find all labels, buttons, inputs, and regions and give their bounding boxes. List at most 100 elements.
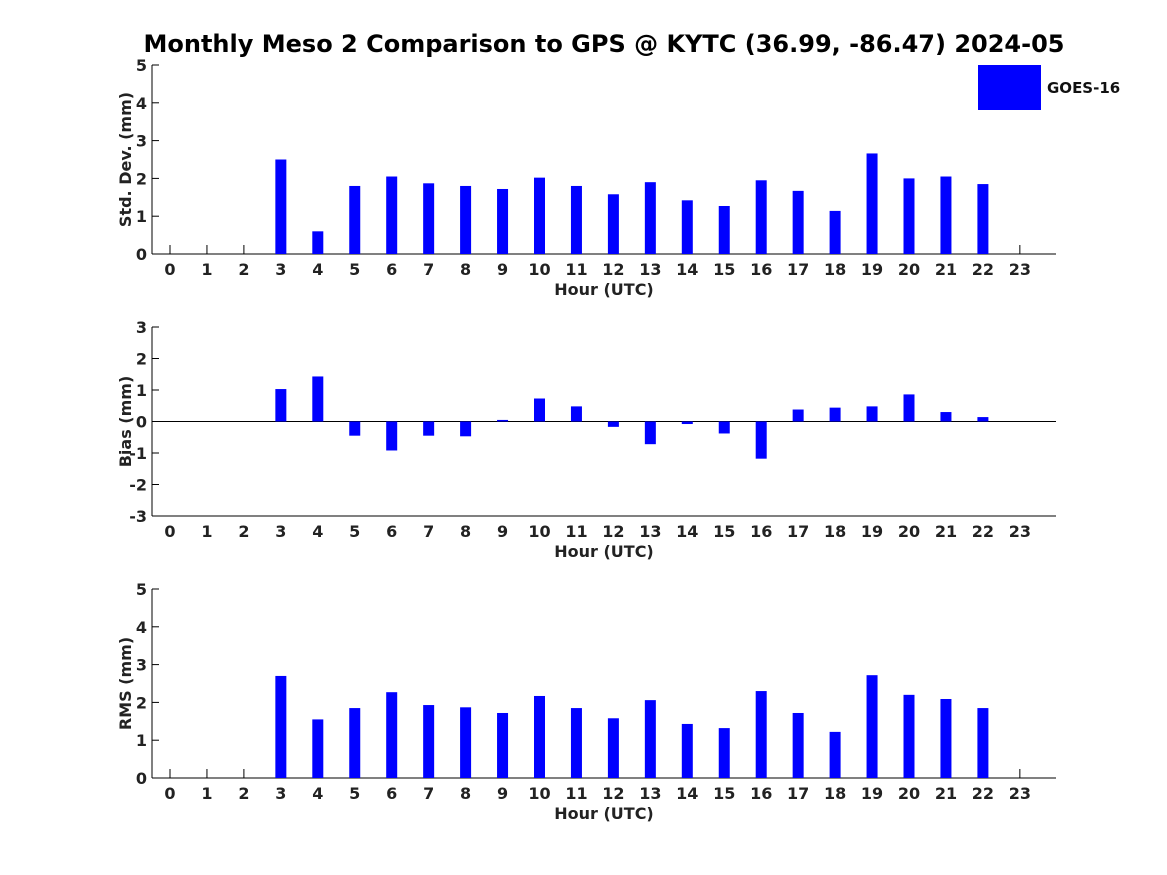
y-tick-label: 4 [136, 94, 147, 113]
bar-hour-22 [977, 708, 989, 778]
bar-hour-16 [755, 421, 767, 459]
x-tick-label: 22 [972, 260, 994, 279]
x-tick-label: 13 [639, 784, 661, 803]
x-tick-label: 1 [201, 522, 212, 541]
bar-hour-12 [607, 421, 619, 427]
bar-hour-13 [644, 700, 656, 778]
legend: GOES-16 [978, 65, 1120, 110]
x-tick-label: 17 [787, 784, 809, 803]
x-tick-label: 20 [898, 784, 920, 803]
bar-hour-18 [829, 407, 841, 422]
bar-hour-21 [940, 412, 952, 422]
bar-hour-17 [792, 409, 804, 422]
y-tick-label: 0 [136, 245, 147, 264]
bar-hour-18 [829, 210, 841, 254]
bar-hour-6 [386, 692, 398, 778]
bar-hour-11 [570, 708, 582, 778]
x-tick-label: 7 [423, 784, 434, 803]
x-tick-label: 19 [861, 260, 883, 279]
bar-hour-11 [570, 406, 582, 422]
x-tick-label: 0 [164, 522, 175, 541]
x-tick-label: 2 [238, 260, 249, 279]
x-tick-label: 5 [349, 260, 360, 279]
bar-hour-20 [903, 694, 915, 778]
x-tick-label: 5 [349, 522, 360, 541]
x-tick-label: 9 [497, 784, 508, 803]
x-tick-label: 0 [164, 260, 175, 279]
x-tick-label: 4 [312, 784, 323, 803]
x-axis-label: Hour (UTC) [554, 542, 654, 561]
x-tick-label: 10 [528, 784, 550, 803]
x-tick-label: 6 [386, 784, 397, 803]
y-tick-label: 0 [136, 769, 147, 788]
bar-hour-13 [644, 421, 656, 445]
bar-hour-19 [866, 675, 878, 778]
x-tick-label: 11 [565, 784, 587, 803]
bar-hour-19 [866, 406, 878, 422]
bar-hour-15 [718, 421, 730, 434]
x-tick-label: 12 [602, 260, 624, 279]
bar-hour-17 [792, 712, 804, 778]
bar-hour-4 [312, 719, 324, 778]
x-tick-label: 21 [935, 260, 957, 279]
bar-hour-15 [718, 205, 730, 254]
x-tick-label: 22 [972, 522, 994, 541]
x-tick-label: 13 [639, 260, 661, 279]
x-tick-label: 11 [565, 260, 587, 279]
x-tick-label: 9 [497, 260, 508, 279]
bar-hour-9 [497, 188, 509, 254]
x-tick-label: 13 [639, 522, 661, 541]
y-tick-label: 1 [136, 731, 147, 750]
bar-hour-19 [866, 153, 878, 254]
x-tick-label: 11 [565, 522, 587, 541]
x-tick-label: 1 [201, 784, 212, 803]
x-tick-label: 2 [238, 784, 249, 803]
y-tick-label: 3 [136, 656, 147, 675]
bar-hour-7 [423, 183, 435, 254]
y-tick-label: 5 [136, 580, 147, 599]
bar-hour-7 [423, 705, 435, 778]
x-tick-label: 10 [528, 260, 550, 279]
x-tick-label: 20 [898, 260, 920, 279]
bar-hour-13 [644, 182, 656, 254]
x-tick-label: 16 [750, 522, 772, 541]
x-tick-label: 12 [602, 522, 624, 541]
bar-hour-3 [275, 675, 287, 778]
x-tick-label: 6 [386, 522, 397, 541]
x-tick-label: 21 [935, 784, 957, 803]
y-tick-label: 2 [136, 693, 147, 712]
x-tick-label: 15 [713, 522, 735, 541]
bar-hour-21 [940, 176, 952, 254]
x-axis-label: Hour (UTC) [554, 280, 654, 299]
x-tick-label: 18 [824, 784, 846, 803]
bar-hour-5 [349, 421, 361, 436]
bar-hour-7 [423, 421, 435, 436]
x-tick-label: 3 [275, 522, 286, 541]
x-tick-label: 16 [750, 260, 772, 279]
x-tick-label: 16 [750, 784, 772, 803]
figure-title: Monthly Meso 2 Comparison to GPS @ KYTC … [144, 30, 1065, 58]
y-tick-label: -1 [129, 444, 147, 463]
x-tick-label: 8 [460, 784, 471, 803]
y-tick-label: 3 [136, 132, 147, 151]
x-tick-label: 7 [423, 522, 434, 541]
x-tick-label: 22 [972, 784, 994, 803]
bar-hour-8 [460, 185, 472, 254]
x-tick-label: 20 [898, 522, 920, 541]
bar-hour-22 [977, 184, 989, 254]
x-tick-label: 14 [676, 522, 698, 541]
x-tick-label: 4 [312, 522, 323, 541]
x-tick-label: 15 [713, 784, 735, 803]
x-tick-label: 12 [602, 784, 624, 803]
bar-hour-20 [903, 178, 915, 254]
x-tick-label: 1 [201, 260, 212, 279]
y-tick-label: 2 [136, 169, 147, 188]
y-tick-label: 1 [136, 381, 147, 400]
x-tick-label: 10 [528, 522, 550, 541]
x-tick-label: 0 [164, 784, 175, 803]
x-tick-label: 3 [275, 784, 286, 803]
bar-hour-14 [681, 200, 693, 254]
x-tick-label: 8 [460, 260, 471, 279]
